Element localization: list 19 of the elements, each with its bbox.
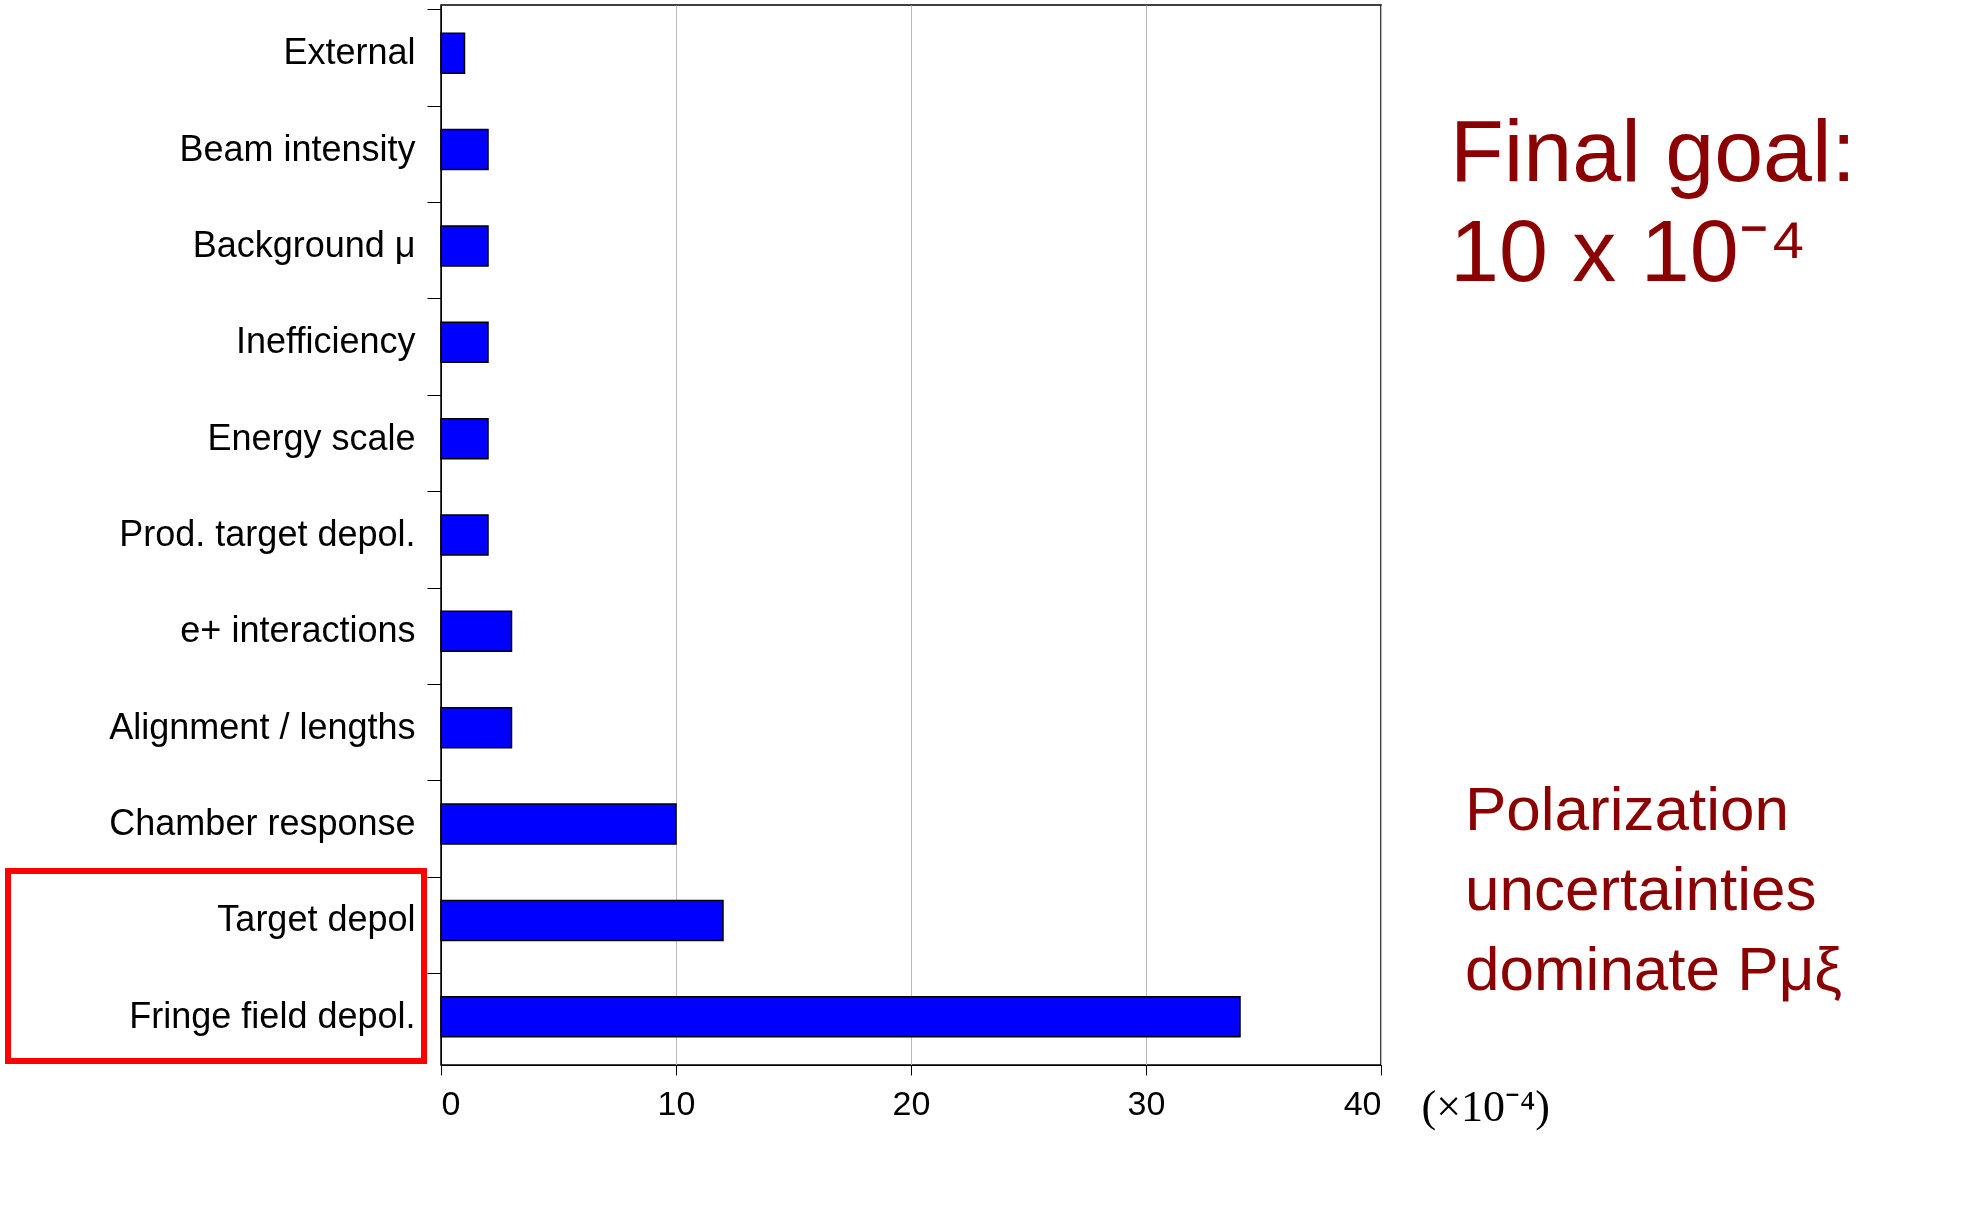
y-tick-label: Energy scale — [207, 416, 416, 458]
y-tick-label: Beam intensity — [179, 127, 416, 169]
y-tick-label: Fringe field depol. — [129, 994, 416, 1036]
y-tick-label: Prod. target depol. — [119, 513, 416, 554]
y-tick-label: External — [283, 31, 416, 73]
x-tick-label: 10 — [657, 1083, 696, 1122]
y-tick-label: Alignment / lengths — [109, 705, 416, 747]
y-tick-label: e+ interactions — [180, 609, 416, 651]
y-tick-label: Background μ — [192, 223, 416, 265]
y-tick-label: Target depol — [217, 898, 416, 940]
x-tick-label: 20 — [892, 1083, 931, 1122]
x-tick-label: 30 — [1127, 1083, 1166, 1122]
text: Polarization uncertainties dominate Pμξ — [1465, 774, 1843, 1003]
y-tick-label: Inefficiency — [236, 320, 416, 362]
y-tick-label: Chamber response — [109, 802, 416, 844]
x-axis-title: (×10⁻⁴) — [1421, 1081, 1550, 1131]
text: Final goal: 10 x 10⁻⁴ — [1450, 101, 1857, 300]
x-tick-label: 40 — [1343, 1083, 1382, 1122]
x-tick-label: 0 — [441, 1083, 461, 1122]
